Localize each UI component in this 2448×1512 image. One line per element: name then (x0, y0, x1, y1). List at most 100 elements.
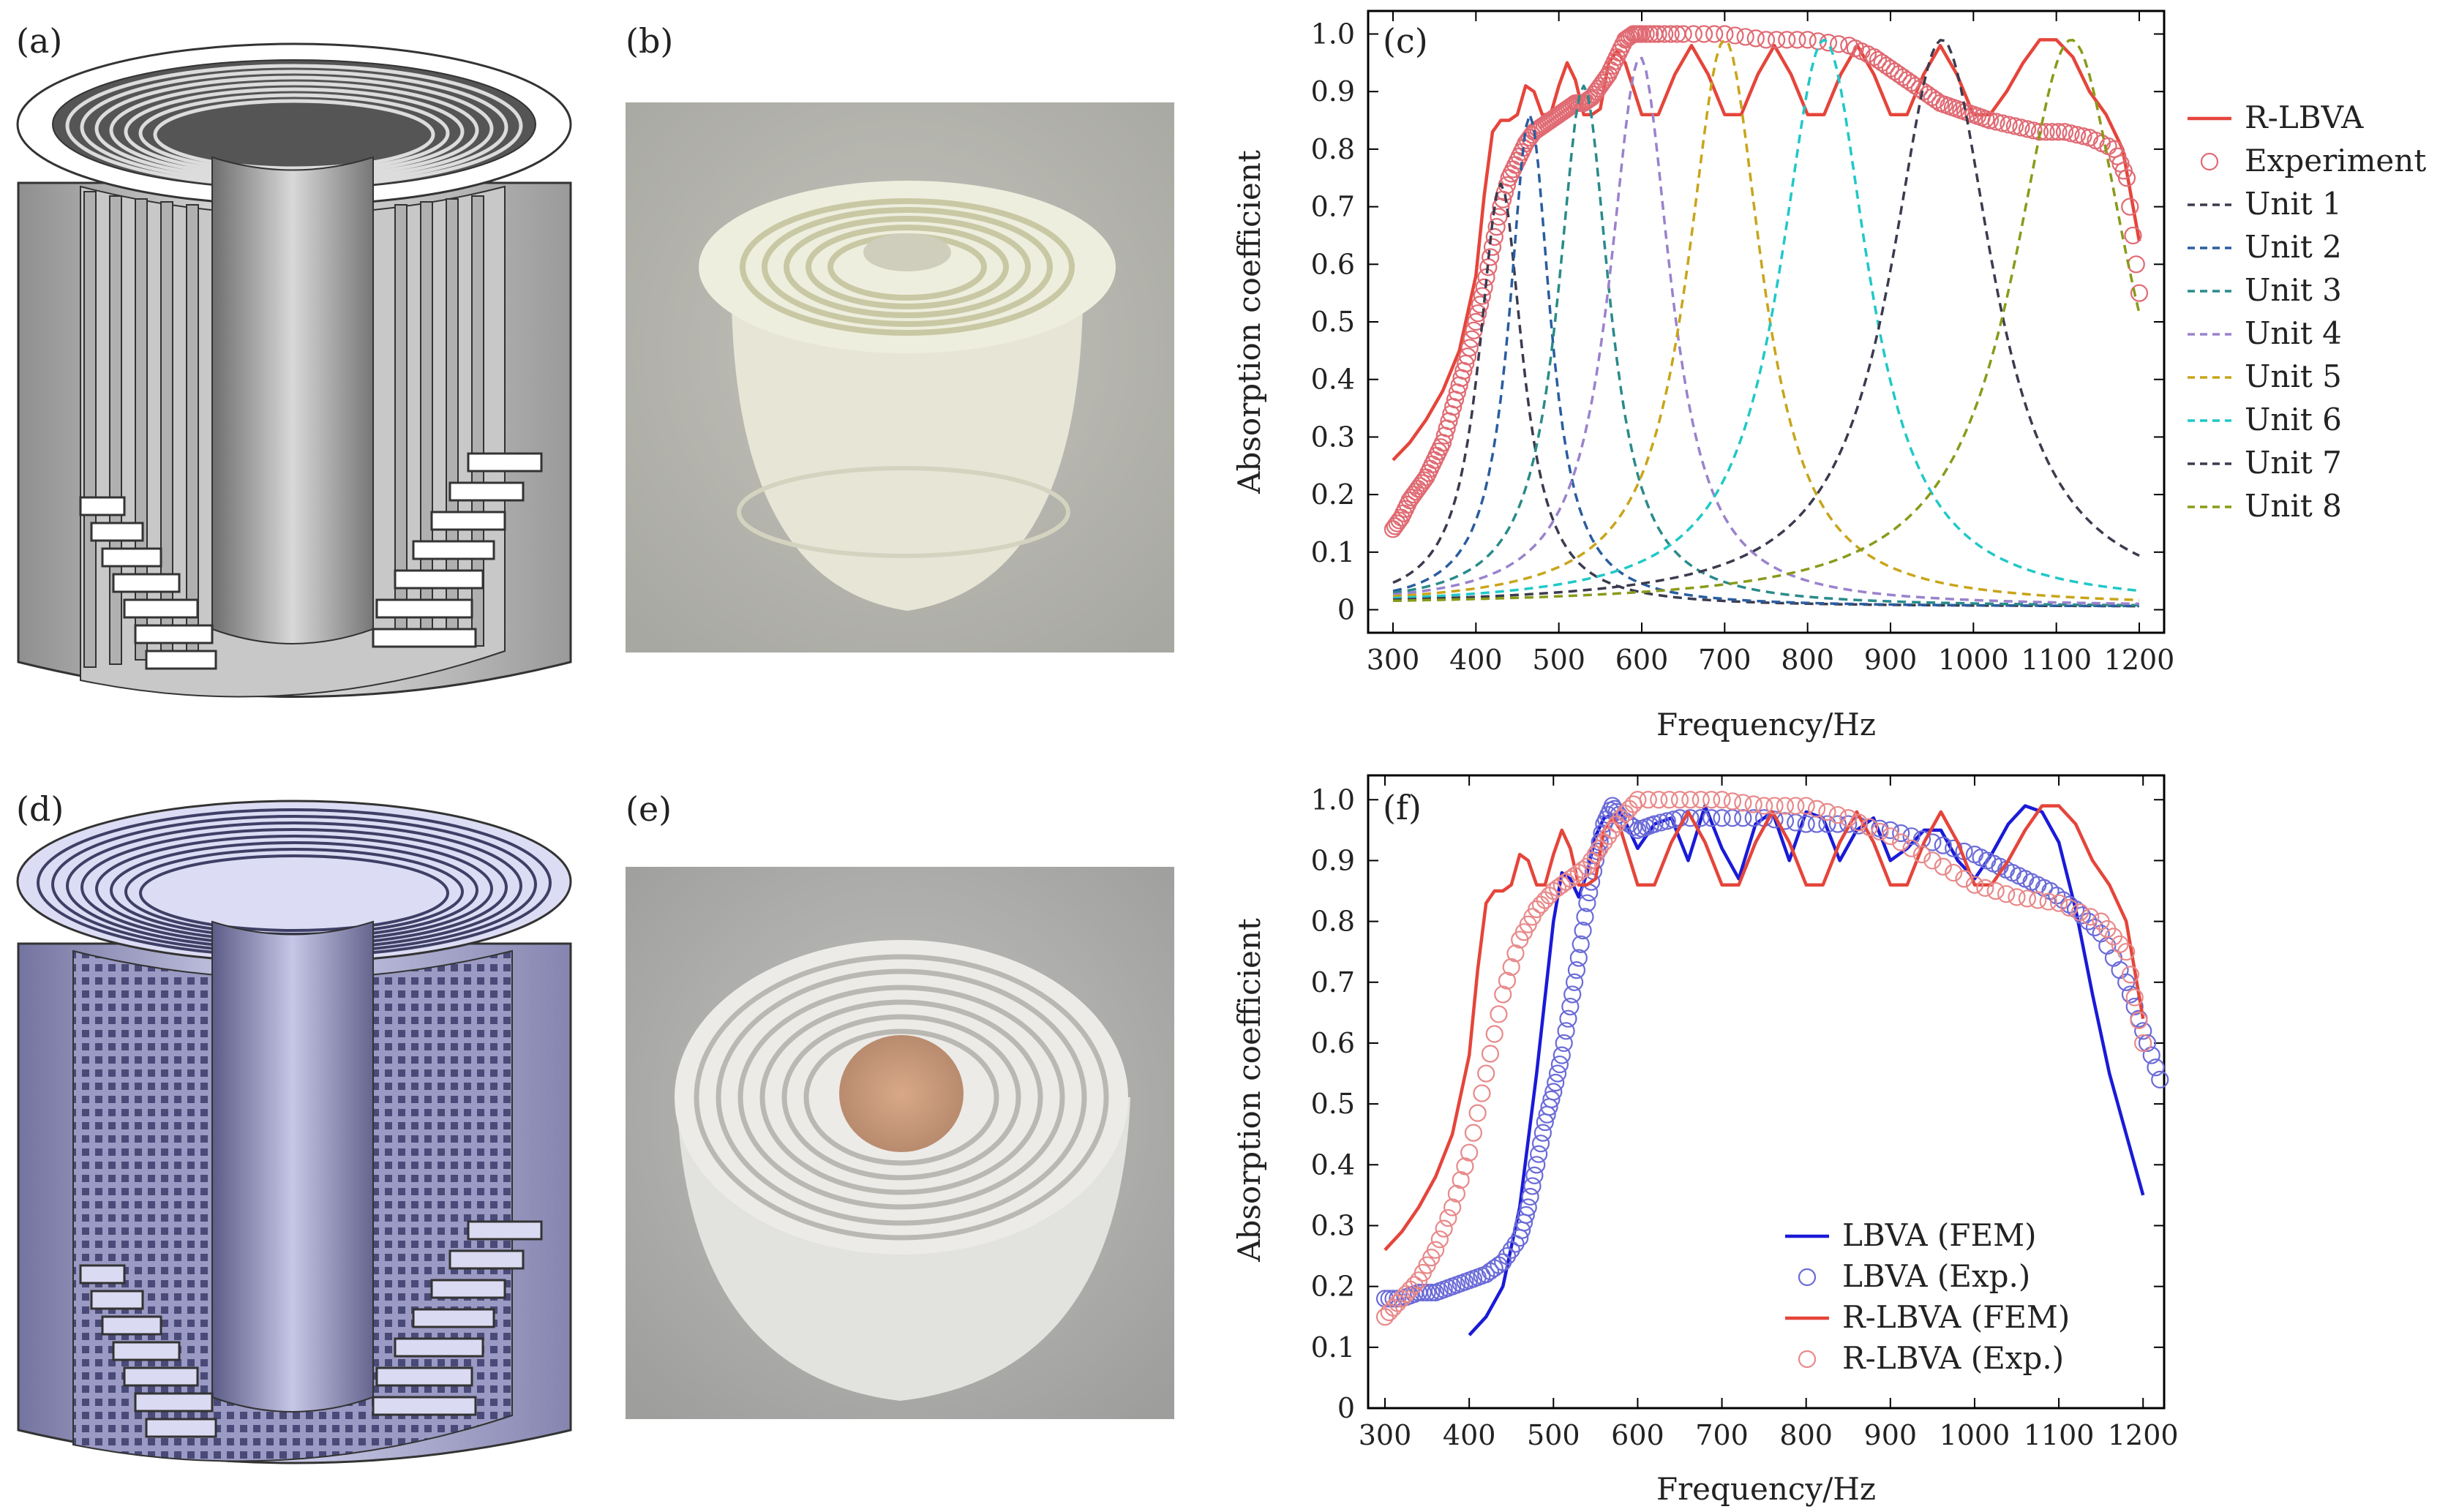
chart-c: (c) Frequency/Hz Absorption coefficient … (1231, 10, 2426, 742)
marker-f-r-lbva-exp-76 (1797, 797, 1815, 815)
marker-c-experiment-180 (2005, 117, 2024, 135)
panel-e: (e) (626, 789, 1174, 1419)
x-tick-label-f-400: 400 (1443, 1419, 1496, 1451)
marker-f-r-lbva-exp-97 (2018, 889, 2037, 908)
marker-f-r-lbva-exp-22 (1468, 1104, 1487, 1122)
series-c-unit-5 (1392, 38, 2140, 602)
marker-c-experiment-134 (1736, 28, 1754, 46)
marker-f-lbva-exp-151 (2147, 1058, 2165, 1077)
marker-f-r-lbva-exp-91 (1955, 870, 1973, 888)
marker-c-experiment-129 (1684, 25, 1702, 43)
marker-f-r-lbva-exp-51 (1591, 839, 1609, 857)
marker-c-experiment-131 (1705, 25, 1724, 43)
marker-f-r-lbva-exp-78 (1818, 802, 1836, 821)
marker-c-experiment-14 (1413, 474, 1431, 492)
marker-f-lbva-exp-137 (2073, 906, 2091, 925)
marker-f-r-lbva-exp-96 (2008, 888, 2026, 906)
y-tick-label-c-6: 0.6 (1311, 248, 1355, 280)
marker-f-lbva-exp-1 (1380, 1290, 1398, 1308)
legend-label-c-unit-2: Unit 2 (2245, 229, 2342, 265)
x-ticks-f: 300 400 500 600 700 800 900 1000 1100 1200 (1359, 775, 2179, 1451)
panel-f-label: (f) (1383, 788, 1422, 827)
marker-f-lbva-exp-43 (1533, 1124, 1552, 1142)
marker-f-r-lbva-exp-63 (1660, 791, 1678, 809)
marker-c-experiment-135 (1746, 29, 1765, 48)
marker-c-experiment-47 (1482, 248, 1500, 266)
y-tick-label-f-4: 0.4 (1311, 1148, 1355, 1181)
marker-f-r-lbva-exp-70 (1734, 794, 1752, 812)
marker-f-lbva-exp-49 (1547, 1073, 1565, 1092)
marker-f-lbva-exp-38 (1523, 1177, 1542, 1195)
marker-f-r-lbva-exp-89 (1934, 857, 1952, 876)
x-axis-label-c: Frequency/Hz (1656, 707, 1876, 742)
legend-label-c-r-lbva: R-LBVA (2245, 99, 2364, 135)
x-ticks-c: 300 400 500 600 700 800 900 1000 1100 1200 (1367, 11, 2174, 676)
y-tick-label-f-7: 0.7 (1311, 966, 1355, 998)
panel-a-label: (a) (16, 21, 62, 61)
marker-f-lbva-exp-132 (2041, 881, 2060, 900)
y-tick-label-c-2: 0.2 (1311, 478, 1355, 511)
marker-f-lbva-exp-62 (1574, 921, 1592, 940)
legend-label-f-r-lbva-exp: R-LBVA (Exp.) (1842, 1340, 2064, 1376)
chart-f: (f) Frequency/Hz Absorption coefficient … (1231, 774, 2179, 1507)
marker-f-r-lbva-exp-112 (2134, 1034, 2152, 1053)
marker-f-r-lbva-exp-99 (2039, 892, 2057, 911)
series-layer-c (1383, 25, 2149, 608)
cad-model-grey (16, 42, 572, 698)
legend-label-c-unit-7: Unit 7 (2245, 445, 2342, 481)
marker-f-lbva-exp-90 (1658, 812, 1676, 830)
x-tick-label-f-900: 900 (1864, 1419, 1918, 1451)
marker-f-r-lbva-exp-84 (1881, 827, 1899, 846)
marker-f-lbva-exp-76 (1603, 797, 1621, 815)
marker-f-r-lbva-exp-65 (1681, 791, 1700, 809)
marker-c-experiment-43 (1473, 287, 1491, 305)
marker-f-r-lbva-exp-79 (1828, 805, 1847, 824)
panel-b-label: (b) (626, 21, 673, 61)
series-c-unit-8 (1392, 39, 2141, 603)
marker-f-lbva-exp-35 (1517, 1206, 1535, 1225)
legend-swatch-f-r-lbva-exp (1798, 1350, 1817, 1369)
marker-f-r-lbva-exp-73 (1765, 797, 1784, 815)
marker-f-lbva-exp-57 (1563, 985, 1582, 1004)
marker-f-r-lbva-exp-24 (1477, 1064, 1495, 1083)
marker-c-experiment-40 (1467, 312, 1485, 331)
y-tick-label-f-3: 0.3 (1311, 1209, 1355, 1241)
cad-model-purple (16, 800, 572, 1464)
marker-c-experiment-42 (1471, 296, 1490, 314)
series-c-unit-6 (1392, 38, 2140, 600)
marker-f-lbva-exp-28 (1494, 1253, 1512, 1271)
marker-f-lbva-exp-98 (1734, 809, 1752, 827)
marker-f-r-lbva-exp-49 (1582, 851, 1601, 870)
marker-f-r-lbva-exp-17 (1447, 1184, 1465, 1203)
marker-f-lbva-exp-50 (1548, 1064, 1567, 1083)
marker-f-r-lbva-exp-27 (1490, 1005, 1508, 1023)
x-tick-label-f-1100: 1100 (2024, 1419, 2095, 1451)
marker-f-lbva-exp-83 (1624, 818, 1642, 836)
marker-f-r-lbva-exp-60 (1629, 791, 1647, 809)
marker-c-experiment-36 (1458, 347, 1477, 366)
legend-label-f-r-lbva-fem: R-LBVA (FEM) (1842, 1299, 2070, 1335)
marker-f-r-lbva-exp-81 (1850, 813, 1868, 832)
marker-f-lbva-exp-91 (1664, 810, 1683, 829)
panel-c-label: (c) (1383, 21, 1428, 61)
x-tick-label-c-1000: 1000 (1938, 644, 2009, 676)
marker-f-lbva-exp-59 (1567, 961, 1586, 979)
y-tick-label-c-3: 0.3 (1311, 421, 1355, 453)
marker-f-lbva-exp-96 (1713, 809, 1731, 827)
marker-c-experiment-136 (1757, 31, 1776, 49)
legend-label-f-lbva-fem: LBVA (FEM) (1842, 1217, 2037, 1253)
marker-f-r-lbva-exp-72 (1755, 797, 1773, 815)
marker-f-lbva-exp-89 (1651, 813, 1670, 832)
marker-c-experiment-177 (1987, 113, 2005, 131)
marker-f-lbva-exp-99 (1744, 809, 1762, 827)
marker-f-lbva-exp-40 (1528, 1156, 1546, 1174)
marker-c-experiment-202 (2124, 226, 2142, 245)
y-tick-label-c-7: 0.7 (1311, 191, 1355, 223)
marker-f-r-lbva-exp-64 (1670, 791, 1689, 809)
series-c-unit-4 (1392, 56, 2140, 606)
y-tick-label-f-2: 0.2 (1311, 1271, 1355, 1303)
marker-f-r-lbva-exp-48 (1578, 857, 1596, 876)
panel-e-label: (e) (626, 789, 672, 829)
y-tick-label-f-0: 0 (1337, 1392, 1355, 1424)
marker-f-r-lbva-exp-74 (1776, 797, 1795, 815)
